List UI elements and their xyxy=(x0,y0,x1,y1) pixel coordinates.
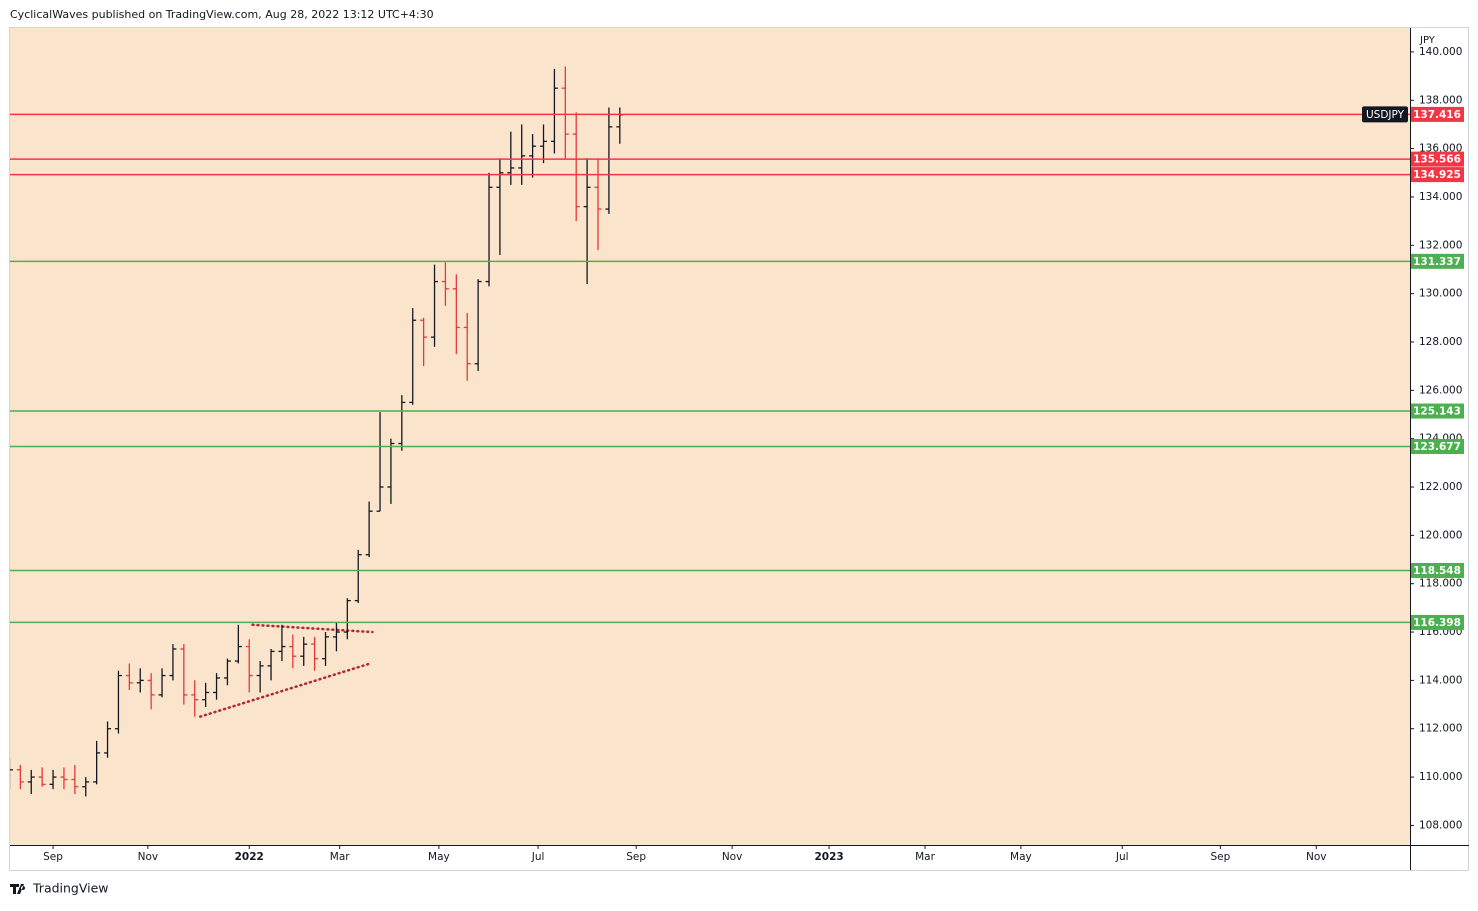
level-label-box xyxy=(1411,167,1464,183)
x-tick-label: 2022 xyxy=(235,851,264,863)
x-tick-label: Jul xyxy=(531,851,545,863)
level-label: 116.398 xyxy=(1413,617,1461,629)
y-tick-label: 118.000 xyxy=(1419,578,1462,590)
y-tick-label: 130.000 xyxy=(1419,288,1462,300)
x-tick-label: 2023 xyxy=(814,851,843,863)
y-tick-label: 126.000 xyxy=(1419,384,1462,396)
x-tick-label: Jul xyxy=(1115,851,1129,863)
y-tick-label: 138.000 xyxy=(1419,94,1462,106)
y-tick-label: 114.000 xyxy=(1419,674,1462,686)
trendline xyxy=(198,662,372,718)
y-tick-label: 122.000 xyxy=(1419,481,1462,493)
level-label-box xyxy=(1411,562,1464,578)
logo xyxy=(10,884,26,894)
level-label-box xyxy=(1411,403,1464,419)
y-tick-label: 110.000 xyxy=(1419,771,1462,783)
level-label: 137.416 xyxy=(1413,109,1461,121)
footer: TradingView xyxy=(32,881,109,896)
currency: JPY xyxy=(1419,35,1436,46)
symbol-box xyxy=(1362,106,1408,123)
x-tick-label: Sep xyxy=(1210,851,1230,863)
x-tick-label: Mar xyxy=(330,851,350,863)
header: CyclicalWaves published on TradingView.c… xyxy=(10,8,434,21)
level-label: 123.677 xyxy=(1413,441,1461,453)
y-tick-label: 120.000 xyxy=(1419,529,1462,541)
level-label: 135.566 xyxy=(1413,154,1461,166)
frame xyxy=(9,27,1469,871)
level-label: 131.337 xyxy=(1413,256,1461,268)
y-tick-label: 132.000 xyxy=(1419,239,1462,251)
plot xyxy=(10,66,624,797)
y-tick-label: 140.000 xyxy=(1419,46,1462,58)
x-tick-label: Nov xyxy=(1306,851,1327,863)
level-label-box xyxy=(1411,253,1464,269)
level-label-box xyxy=(1411,106,1464,122)
trendline xyxy=(251,623,374,634)
level-label-box xyxy=(1411,438,1464,454)
level-label-box xyxy=(1411,614,1464,630)
y-tick-label: 134.000 xyxy=(1419,191,1462,203)
level-label: 134.925 xyxy=(1413,169,1461,181)
x-tick-label: May xyxy=(1010,851,1032,863)
level-label-box xyxy=(1411,151,1464,167)
x-tick-label: Sep xyxy=(626,851,646,863)
x-tick-label: Nov xyxy=(722,851,743,863)
y-tick-label: 128.000 xyxy=(1419,336,1462,348)
x-tick-label: Nov xyxy=(138,851,159,863)
symbol-label: USDJPY xyxy=(1366,109,1405,121)
x-tick-label: May xyxy=(428,851,450,863)
level-label: 125.143 xyxy=(1413,406,1461,418)
x-tick-label: Sep xyxy=(43,851,63,863)
plot-background xyxy=(10,28,1410,845)
y-tick-label: 112.000 xyxy=(1419,723,1462,735)
x-tick-label: Mar xyxy=(915,851,935,863)
y-tick-label: 108.000 xyxy=(1419,819,1462,831)
level-label: 118.548 xyxy=(1413,565,1461,577)
